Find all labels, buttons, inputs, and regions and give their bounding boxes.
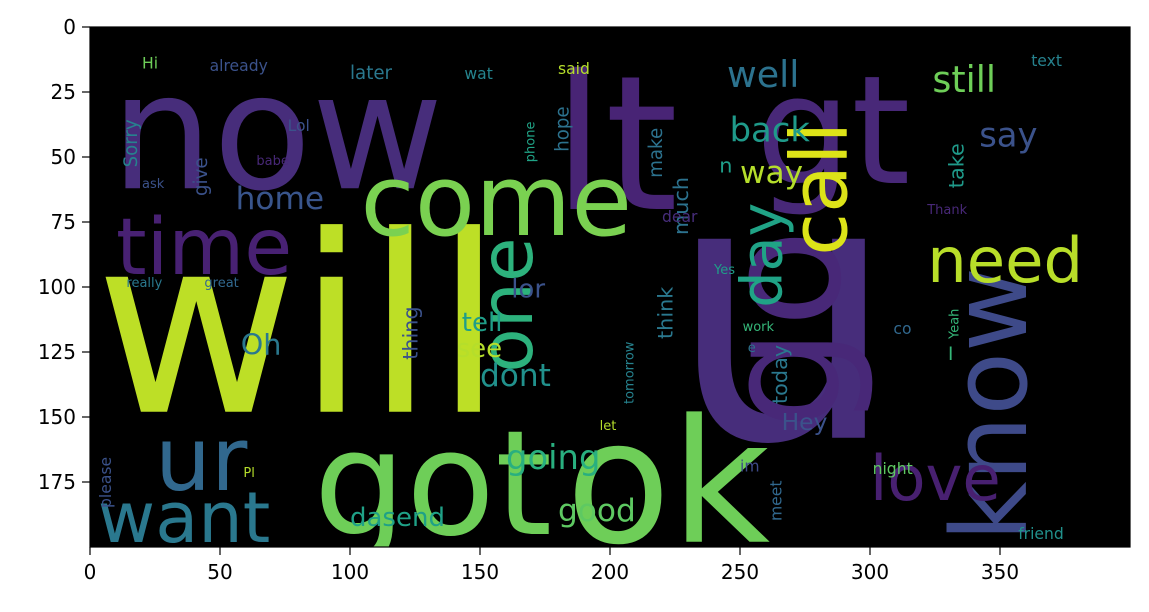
word-meet: meet bbox=[768, 481, 786, 522]
word-much: much bbox=[669, 177, 693, 235]
word-well: well bbox=[727, 53, 799, 96]
word-sorry: Sorry bbox=[121, 119, 142, 167]
y-tick-label: 0 bbox=[63, 15, 76, 39]
word-hi: Hi bbox=[142, 55, 158, 73]
word-dasend: dasend bbox=[350, 503, 445, 533]
word-tomorrow: tomorrow bbox=[622, 341, 637, 404]
word-e: e bbox=[748, 341, 756, 356]
word-oh: Oh bbox=[241, 328, 282, 362]
word-ur: ur bbox=[155, 408, 248, 511]
word-hey: Hey bbox=[782, 408, 828, 436]
word-hope: hope bbox=[552, 106, 573, 151]
x-tick-label: 100 bbox=[331, 560, 369, 584]
word-want: want bbox=[98, 477, 270, 559]
word-way: way bbox=[740, 155, 803, 191]
word-already: already bbox=[210, 57, 268, 75]
word-gt: gt bbox=[756, 43, 911, 219]
word-will: will bbox=[95, 184, 503, 471]
word-give: give bbox=[191, 157, 212, 196]
word-great: great bbox=[204, 276, 238, 291]
word-u: u bbox=[667, 100, 898, 524]
word-yes: Yes bbox=[713, 263, 735, 278]
word-later: later bbox=[350, 63, 393, 84]
word-home: home bbox=[236, 181, 324, 217]
word-phone: phone bbox=[524, 122, 539, 163]
word-need: need bbox=[927, 224, 1083, 297]
word-night: night bbox=[873, 460, 913, 478]
word-dear: dear bbox=[662, 208, 698, 226]
word-thing: thing bbox=[399, 306, 423, 360]
word-love: love bbox=[870, 442, 1001, 515]
x-tick-label: 150 bbox=[461, 560, 499, 584]
word-today: today bbox=[768, 345, 792, 404]
word-tell: tell bbox=[462, 308, 503, 338]
y-tick-label: 50 bbox=[51, 145, 76, 169]
word-see: see bbox=[457, 334, 503, 364]
plot-area bbox=[90, 27, 1130, 547]
word-got: got bbox=[314, 400, 553, 569]
word-lor: lor bbox=[511, 274, 545, 304]
x-tick-label: 350 bbox=[981, 560, 1019, 584]
word-take: take bbox=[945, 143, 969, 188]
y-axis: 0 25 50 75 100 125 150 175 bbox=[38, 15, 90, 494]
word-call: call bbox=[776, 122, 866, 256]
word-dont: dont bbox=[480, 358, 551, 394]
word-ok: ok bbox=[566, 384, 770, 583]
word-come: come bbox=[360, 144, 632, 259]
y-tick-label: 125 bbox=[38, 340, 76, 364]
word-go: go bbox=[690, 229, 878, 430]
word-know: know bbox=[929, 267, 1051, 542]
x-tick-label: 50 bbox=[207, 560, 232, 584]
y-tick-label: 100 bbox=[38, 275, 76, 299]
word-let: let bbox=[600, 419, 617, 434]
x-tick-label: 300 bbox=[851, 560, 889, 584]
word-ask: ask bbox=[142, 177, 165, 192]
word-lol: Lol bbox=[288, 117, 310, 135]
y-tick-label: 25 bbox=[51, 80, 76, 104]
x-tick-label: 250 bbox=[721, 560, 759, 584]
x-tick-label: 0 bbox=[84, 560, 97, 584]
word-friend: friend bbox=[1018, 525, 1064, 543]
word-yeah: Yeah bbox=[947, 309, 962, 340]
word-say: say bbox=[979, 116, 1037, 155]
word-still: still bbox=[932, 58, 996, 101]
word-lt: lt bbox=[553, 36, 678, 254]
word-time: time bbox=[116, 203, 292, 293]
word-going: going bbox=[506, 438, 600, 477]
word-i: I bbox=[948, 344, 953, 365]
word-day: day bbox=[730, 203, 796, 308]
y-tick-label: 75 bbox=[51, 210, 76, 234]
word-text: text bbox=[1031, 52, 1062, 70]
word-n: n bbox=[719, 154, 732, 178]
y-tick-label: 175 bbox=[38, 470, 76, 494]
word-now: now bbox=[111, 39, 444, 227]
word-work: work bbox=[743, 320, 775, 335]
x-tick-label: 200 bbox=[591, 560, 629, 584]
word-really: really bbox=[126, 276, 162, 291]
word-babe: babe bbox=[256, 154, 288, 169]
word-co: co bbox=[893, 320, 911, 338]
word-please: please bbox=[97, 457, 115, 508]
word-think: think bbox=[653, 287, 677, 339]
word-make: make bbox=[646, 128, 667, 178]
word-im: im bbox=[740, 458, 760, 476]
word-said: said bbox=[558, 60, 590, 78]
word-back: back bbox=[730, 110, 811, 149]
word-good: good bbox=[558, 493, 636, 529]
x-axis: 0 50 100 150 200 250 300 350 bbox=[84, 547, 1019, 584]
word-wat: wat bbox=[464, 65, 492, 83]
word-thank: Thank bbox=[926, 203, 967, 218]
y-tick-label: 150 bbox=[38, 405, 76, 429]
word-pl: Pl bbox=[243, 466, 254, 481]
word-one: one bbox=[465, 237, 550, 372]
